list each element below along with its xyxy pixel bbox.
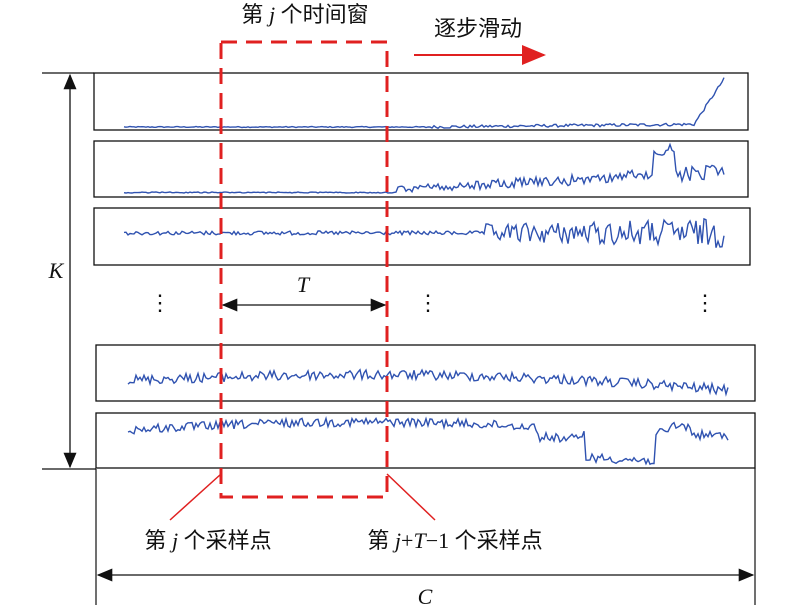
- text: 个采样点: [178, 528, 272, 553]
- text: j: [169, 528, 178, 553]
- t-label: T: [297, 272, 311, 297]
- panel: [95, 412, 756, 469]
- text: 个时间窗: [275, 2, 369, 27]
- waveform: [127, 368, 729, 397]
- c-label: C: [418, 584, 433, 609]
- text: −1 个采样点: [426, 528, 543, 553]
- ellipsis: ⋮: [417, 290, 439, 315]
- waveform: [123, 142, 725, 194]
- waveforms: [123, 77, 729, 466]
- text: +: [401, 528, 413, 553]
- slide-label: 逐步滑动: [434, 16, 522, 41]
- text: 第: [144, 528, 172, 553]
- start-leader: [169, 473, 222, 521]
- end-leader: [386, 473, 436, 521]
- panel: [95, 344, 756, 402]
- start-label: 第 j 个采样点: [144, 528, 271, 553]
- text: 第: [367, 528, 395, 553]
- end-label: 第 j+T−1 个采样点: [367, 528, 542, 553]
- time-window: [219, 40, 389, 499]
- waveform: [123, 77, 725, 130]
- text: j: [266, 2, 275, 27]
- ellipsis: ⋮: [149, 290, 171, 315]
- waveform: [127, 416, 729, 466]
- text: j: [392, 528, 401, 553]
- panels: [93, 72, 756, 469]
- window-title: 第 j 个时间窗: [241, 2, 368, 27]
- ellipsis: ⋮: [694, 290, 716, 315]
- panel: [93, 140, 749, 198]
- k-label: K: [48, 258, 65, 283]
- panel: [93, 207, 751, 266]
- panel: [93, 72, 749, 131]
- text: T: [413, 528, 427, 553]
- text: 第: [241, 2, 269, 27]
- waveform: [123, 217, 725, 248]
